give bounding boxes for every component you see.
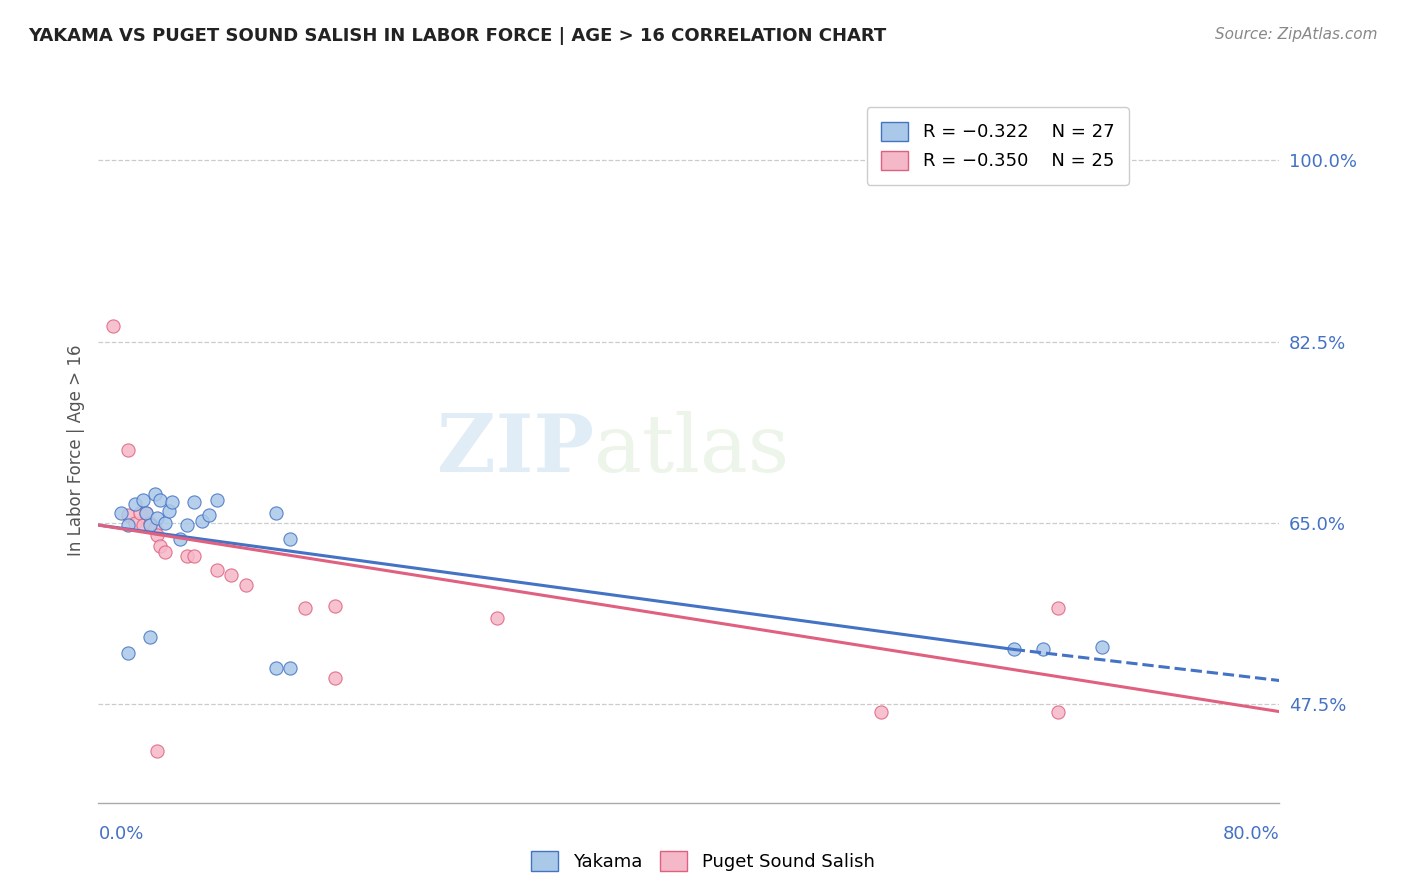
- Point: [191, 514, 214, 528]
- Point: [176, 549, 198, 564]
- Point: [139, 630, 162, 644]
- Point: [103, 319, 125, 334]
- Point: [294, 601, 316, 615]
- Point: [153, 545, 176, 559]
- Y-axis label: In Labor Force | Age > 16: In Labor Force | Age > 16: [66, 344, 84, 557]
- Text: ZIP: ZIP: [437, 411, 595, 490]
- Point: [162, 495, 183, 509]
- Legend: R = −0.322    N = 27, R = −0.350    N = 25: R = −0.322 N = 27, R = −0.350 N = 25: [866, 107, 1129, 185]
- Point: [198, 508, 221, 522]
- Point: [139, 516, 162, 530]
- Point: [280, 532, 302, 546]
- Point: [323, 599, 346, 613]
- Point: [870, 705, 893, 719]
- Point: [143, 487, 166, 501]
- Text: 80.0%: 80.0%: [1223, 825, 1279, 843]
- Point: [280, 661, 302, 675]
- Point: [124, 516, 146, 530]
- Point: [264, 661, 287, 675]
- Point: [117, 443, 139, 458]
- Point: [1032, 642, 1054, 657]
- Point: [323, 672, 346, 686]
- Point: [135, 506, 157, 520]
- Text: 0.0%: 0.0%: [98, 825, 143, 843]
- Point: [149, 493, 172, 508]
- Point: [205, 493, 228, 508]
- Point: [146, 528, 169, 542]
- Point: [176, 518, 198, 533]
- Point: [205, 563, 228, 577]
- Point: [117, 518, 139, 533]
- Point: [132, 493, 155, 508]
- Point: [183, 549, 205, 564]
- Point: [221, 567, 243, 582]
- Point: [235, 578, 257, 592]
- Point: [124, 497, 146, 511]
- Text: Source: ZipAtlas.com: Source: ZipAtlas.com: [1215, 27, 1378, 42]
- Text: atlas: atlas: [595, 411, 790, 490]
- Point: [146, 511, 169, 525]
- Point: [157, 503, 180, 517]
- Point: [117, 508, 139, 522]
- Text: YAKAMA VS PUGET SOUND SALISH IN LABOR FORCE | AGE > 16 CORRELATION CHART: YAKAMA VS PUGET SOUND SALISH IN LABOR FO…: [28, 27, 886, 45]
- Point: [128, 506, 150, 520]
- Legend: Yakama, Puget Sound Salish: Yakama, Puget Sound Salish: [524, 844, 882, 879]
- Point: [1046, 705, 1070, 719]
- Point: [135, 506, 157, 520]
- Point: [183, 495, 205, 509]
- Point: [143, 521, 166, 535]
- Point: [110, 506, 132, 520]
- Point: [117, 646, 139, 660]
- Point: [264, 506, 287, 520]
- Point: [153, 516, 176, 530]
- Point: [169, 532, 191, 546]
- Point: [1091, 640, 1114, 655]
- Point: [146, 744, 169, 758]
- Point: [149, 539, 172, 553]
- Point: [1046, 601, 1070, 615]
- Point: [1002, 642, 1025, 657]
- Point: [132, 518, 155, 533]
- Point: [486, 611, 509, 625]
- Point: [139, 518, 162, 533]
